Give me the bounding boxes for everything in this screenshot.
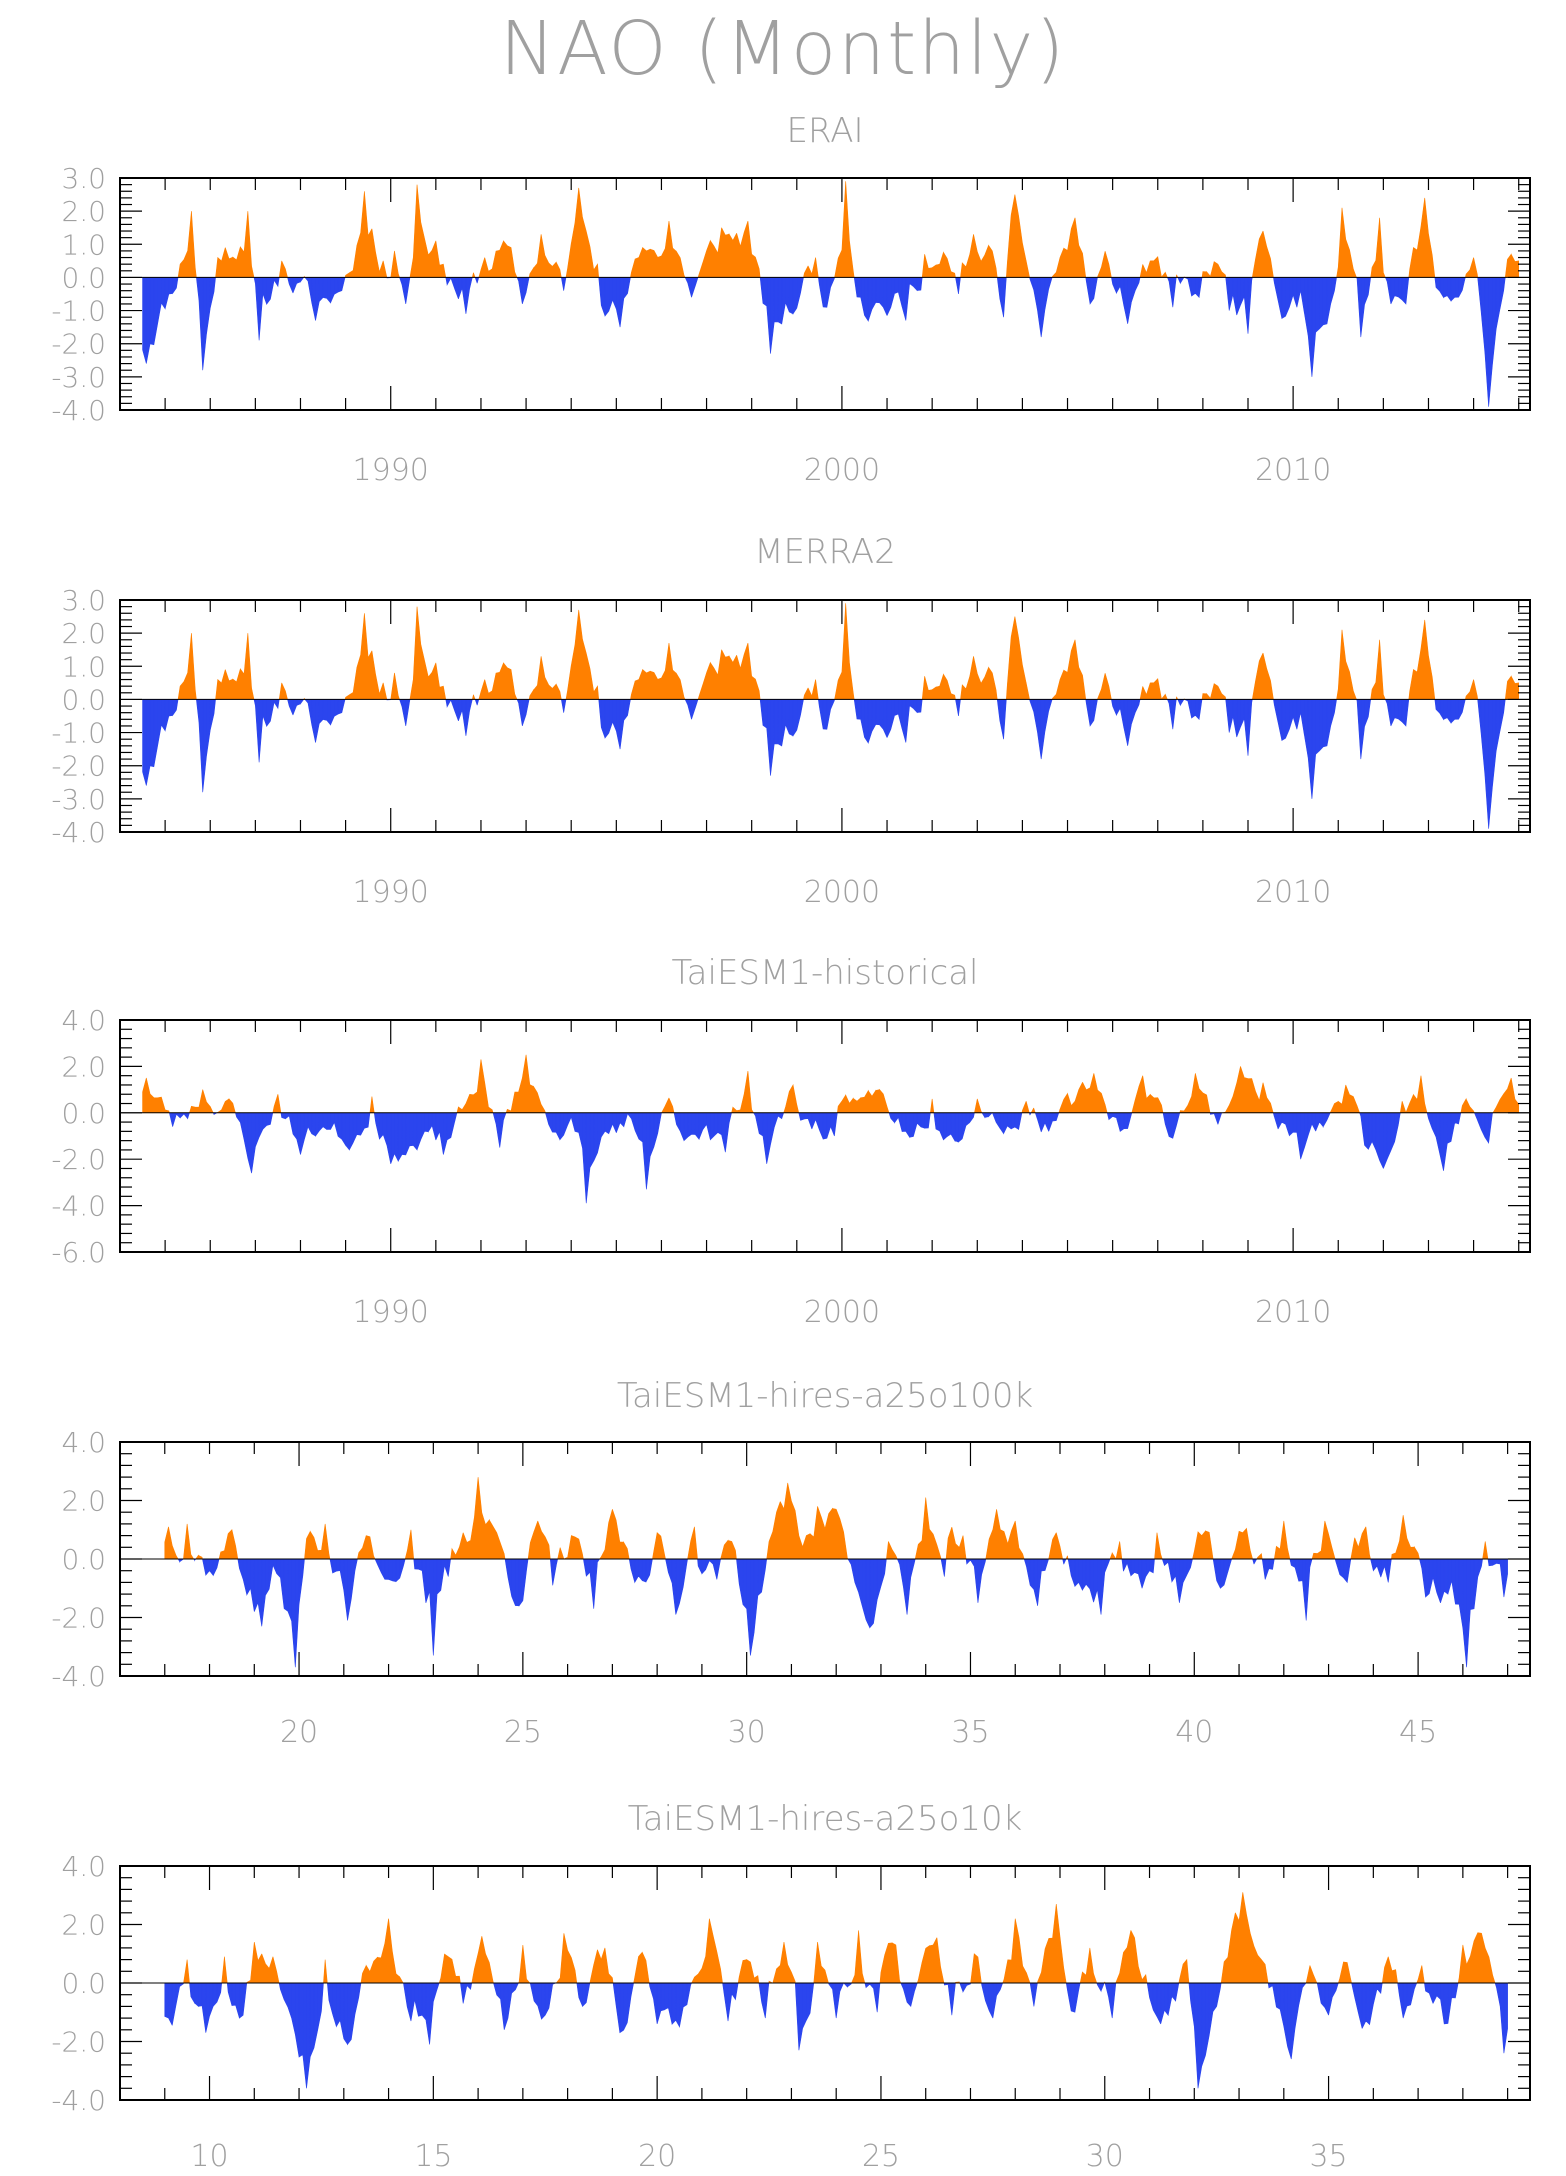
panel-title: TaiESM1-historical [672, 953, 979, 993]
y-tick-label: -2.0 [51, 328, 106, 361]
y-tick-label: -4.0 [51, 1660, 106, 1693]
y-tick-label: -2.0 [51, 1602, 106, 1635]
series-negative-area [177, 1558, 1508, 1668]
x-tick-label: 30 [1086, 2139, 1124, 2172]
y-tick-label: -3.0 [51, 783, 106, 816]
series-positive-area [177, 603, 1520, 700]
x-tick-label: 25 [862, 2139, 900, 2172]
x-tick-label: 2000 [804, 875, 880, 910]
y-tick-label: 1.0 [61, 228, 106, 261]
x-tick-label: 35 [951, 1715, 989, 1750]
y-tick-label: 0.0 [61, 1967, 106, 2000]
x-tick-label: 10 [190, 2139, 228, 2172]
y-tick-label: 4.0 [61, 1850, 106, 1883]
series-negative-area [142, 699, 1506, 829]
y-tick-label: -2.0 [51, 1143, 106, 1176]
x-tick-label: 25 [504, 1715, 542, 1750]
y-tick-label: 0.0 [61, 261, 106, 294]
x-tick-label: 1990 [353, 453, 429, 488]
y-tick-label: -2.0 [51, 750, 106, 783]
y-tick-label: 2.0 [61, 195, 106, 228]
y-tick-label: -4.0 [51, 394, 106, 427]
y-tick-label: 2.0 [61, 1050, 106, 1083]
x-tick-label: 2000 [804, 453, 880, 488]
y-tick-label: 1.0 [61, 650, 106, 683]
series-positive-area [177, 181, 1520, 278]
x-tick-label: 45 [1399, 1715, 1437, 1750]
plot-frame [119, 1019, 1531, 1253]
y-tick-label: -1.0 [51, 295, 106, 328]
panel-title: ERAI [786, 111, 863, 151]
chart-panel-1: ERAI 3.02.01.00.0-1.0-2.0-3.0-4.0 1990 2000… [51, 111, 1531, 488]
y-tick-label: 2.0 [61, 1909, 106, 1942]
x-tick-label: 1990 [353, 875, 429, 910]
series-negative-area [168, 1112, 1494, 1204]
y-tick-label: 3.0 [61, 162, 106, 195]
x-tick-label: 2000 [804, 1295, 880, 1330]
y-tick-label: -4.0 [51, 816, 106, 849]
x-tick-label: 20 [638, 2139, 676, 2172]
y-tick-label: -3.0 [51, 361, 106, 394]
figure-title: NAO (Monthly) [499, 6, 1067, 92]
y-tick-label: -1.0 [51, 717, 106, 750]
series-negative-area [142, 277, 1506, 407]
series-negative-area [164, 1982, 1508, 2089]
y-tick-label: -4.0 [51, 1190, 106, 1223]
x-tick-label: 35 [1309, 2139, 1347, 2172]
series-positive-area [183, 1892, 1496, 1984]
y-tick-label: -4.0 [51, 2084, 106, 2117]
y-tick-label: 0.0 [61, 1097, 106, 1130]
y-tick-label: 4.0 [61, 1004, 106, 1037]
x-tick-label: 40 [1175, 1715, 1213, 1750]
chart-panel-2: MERRA2 3.02.01.00.0-1.0-2.0-3.0-4.0 1990 20… [51, 532, 1531, 910]
chart-panel-3: TaiESM1-historical 4.0 2.0 0.0 -2.0 -4.0 -6.0 1… [51, 953, 1531, 1330]
chart-panel-5: TaiESM1-hires-a25o10k 4.0 2.0 0.0 -2.0 -4.0 10… [51, 1799, 1531, 2174]
panel-title: TaiESM1-hires-a25o100k [617, 1376, 1033, 1416]
y-tick-label: 0.0 [61, 683, 106, 716]
y-tick-label: 0.0 [61, 1543, 106, 1576]
y-tick-label: 2.0 [61, 1485, 106, 1518]
plot-frame [119, 599, 1531, 833]
series-positive-area [164, 1477, 1489, 1560]
x-tick-label: 2010 [1255, 1295, 1331, 1330]
x-tick-label: 30 [728, 1715, 766, 1750]
plot-frame [119, 177, 1531, 411]
chart-panel-4: TaiESM1-hires-a25o100k 4.0 2.0 0.0 -2.0 -4.0 2… [51, 1376, 1531, 1750]
x-tick-label: 15 [414, 2139, 452, 2172]
x-tick-label: 20 [280, 1715, 318, 1750]
panel-title: TaiESM1-hires-a25o10k [628, 1799, 1023, 1839]
y-tick-label: 2.0 [61, 617, 106, 650]
y-tick-label: 4.0 [61, 1426, 106, 1459]
series-positive-area [142, 1054, 1520, 1114]
y-tick-label: 3.0 [61, 584, 106, 617]
y-tick-label: -2.0 [51, 2026, 106, 2059]
y-tick-label: -6.0 [51, 1236, 106, 1269]
panel-title: MERRA2 [754, 532, 896, 572]
x-tick-label: 1990 [353, 1295, 429, 1330]
x-tick-label: 2010 [1255, 875, 1331, 910]
x-tick-label: 2010 [1255, 453, 1331, 488]
